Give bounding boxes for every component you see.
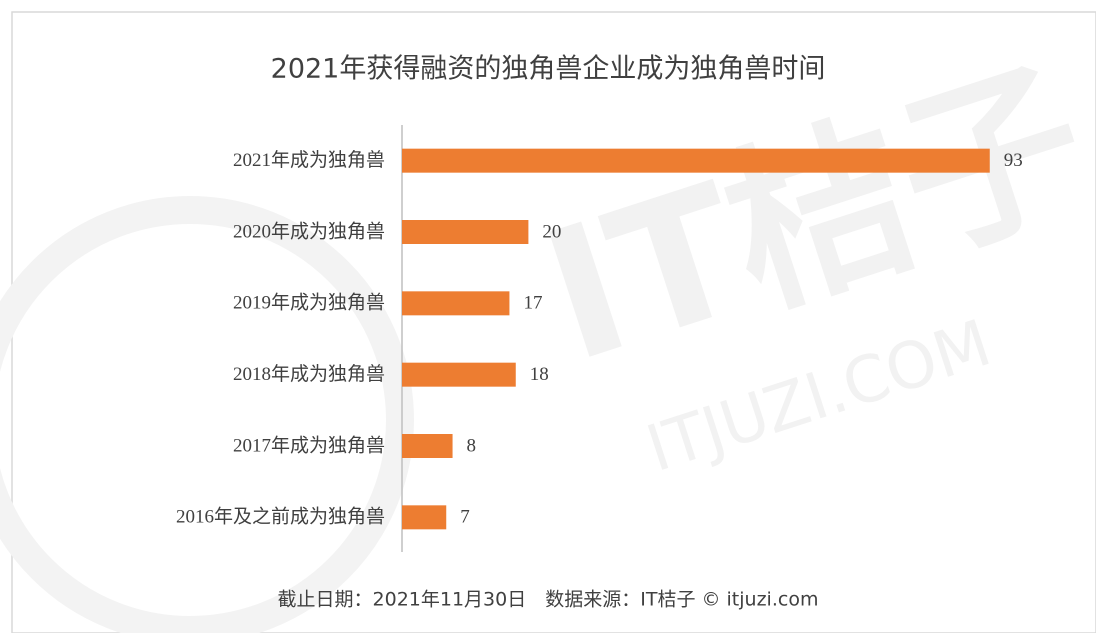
bar [402,291,510,316]
y-tick-label: 2017年成为独角兽 [233,434,385,456]
data-label: 7 [460,507,470,528]
y-tick-label: 2021年成为独角兽 [233,149,385,171]
footnote: 截止日期：2021年11月30日 数据来源：IT桔子 © itjuzi.com [278,589,819,611]
data-label: 8 [467,435,477,456]
chart-title: 2021年获得融资的独角兽企业成为独角兽时间 [271,54,826,85]
data-label: 17 [523,293,542,314]
chart-frame [11,11,1096,633]
bar [402,505,447,530]
bar [402,362,516,387]
y-tick-label: 2016年及之前成为独角兽 [176,506,385,528]
bar [402,434,453,458]
data-label: 18 [530,364,549,385]
y-tick-label: 2018年成为独角兽 [233,363,385,385]
bar [402,148,990,173]
data-label: 93 [1004,150,1023,171]
bar [402,220,529,244]
watermark-logo [0,196,414,633]
y-tick-label: 2020年成为独角兽 [233,220,385,242]
y-tick-label: 2019年成为独角兽 [233,292,385,314]
data-label: 20 [542,221,561,242]
